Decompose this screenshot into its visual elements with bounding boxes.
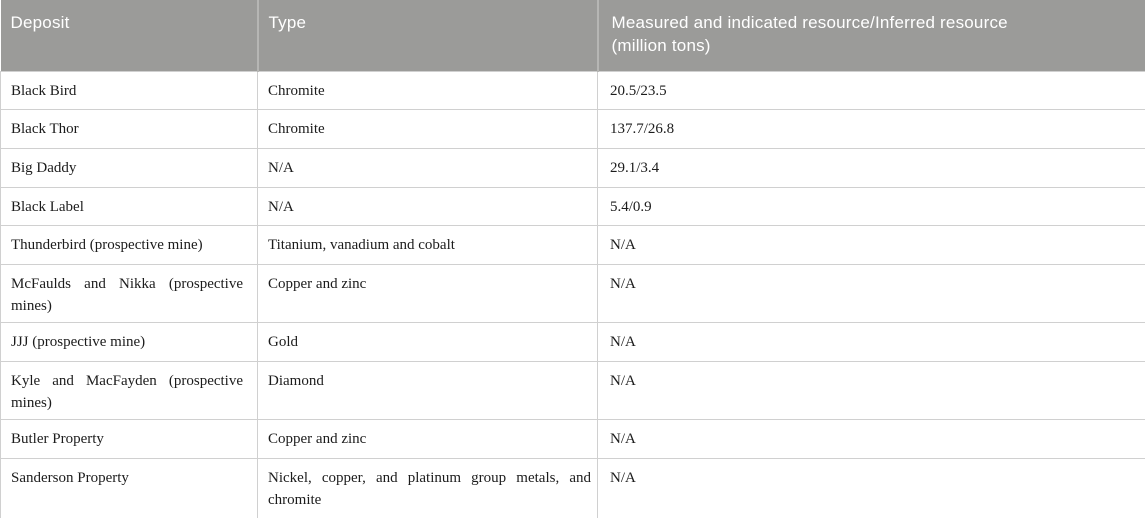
table-row: Sanderson Property Nickel, copper, and p…: [0, 457, 1145, 518]
type-cell: Copper and zinc: [257, 263, 598, 323]
resource-cell: N/A: [597, 360, 1145, 420]
resource-cell: N/A: [597, 321, 1145, 362]
column-header-type: Type: [256, 0, 598, 71]
type-cell: Chromite: [257, 108, 598, 149]
deposit-cell: Kyle and MacFayden (prospective mines): [0, 360, 258, 420]
deposit-cell: Black Thor: [0, 108, 258, 149]
table-row: Black Label N/A 5.4/0.9: [0, 186, 1145, 226]
deposit-cell: Black Label: [0, 186, 258, 226]
column-header-resource: Measured and indicated resource/Inferred…: [596, 0, 1145, 71]
deposit-cell: Thunderbird (prospective mine): [0, 224, 258, 265]
table-row: Kyle and MacFayden (prospective mines) D…: [0, 360, 1145, 420]
resource-cell: N/A: [597, 224, 1145, 265]
type-cell: Titanium, vanadium and cobalt: [257, 224, 598, 265]
deposit-cell: McFaulds and Nikka (prospective mines): [0, 263, 258, 323]
table-row: Black Bird Chromite 20.5/23.5: [0, 70, 1145, 110]
header-row: Deposit Type Measured and indicated reso…: [0, 0, 1145, 71]
resource-cell: N/A: [597, 263, 1145, 323]
deposit-cell: Big Daddy: [0, 147, 258, 188]
deposit-cell: Butler Property: [0, 418, 258, 459]
resource-cell: 5.4/0.9: [597, 186, 1145, 226]
table-header: Deposit Type Measured and indicated reso…: [0, 0, 1145, 71]
type-cell: Copper and zinc: [257, 418, 598, 459]
resource-cell: 29.1/3.4: [597, 147, 1145, 188]
resource-cell: N/A: [597, 418, 1145, 459]
type-cell: Chromite: [257, 70, 598, 110]
type-cell: N/A: [257, 186, 598, 226]
resource-cell: 20.5/23.5: [597, 70, 1145, 110]
resource-cell: N/A: [597, 457, 1145, 518]
table-row: McFaulds and Nikka (prospective mines) C…: [0, 263, 1145, 323]
type-cell: N/A: [257, 147, 598, 188]
table-row: JJJ (prospective mine) Gold N/A: [0, 321, 1145, 362]
column-header-resource-label: Measured and indicated resource/Inferred…: [611, 13, 1008, 55]
deposit-cell: JJJ (prospective mine): [0, 321, 258, 362]
type-cell: Diamond: [257, 360, 598, 420]
table-row: Black Thor Chromite 137.7/26.8: [0, 108, 1145, 149]
table-row: Butler Property Copper and zinc N/A: [0, 418, 1145, 459]
deposit-cell: Sanderson Property: [0, 457, 258, 518]
column-header-deposit: Deposit: [0, 0, 258, 71]
resource-cell: 137.7/26.8: [597, 108, 1145, 149]
type-cell: Nickel, copper, and platinum group metal…: [257, 457, 598, 518]
table-row: Thunderbird (prospective mine) Titanium,…: [0, 224, 1145, 265]
table-body: Black Bird Chromite 20.5/23.5 Black Thor…: [0, 70, 1145, 518]
table-row: Big Daddy N/A 29.1/3.4: [0, 147, 1145, 188]
type-cell: Gold: [257, 321, 598, 362]
deposit-cell: Black Bird: [0, 70, 258, 110]
